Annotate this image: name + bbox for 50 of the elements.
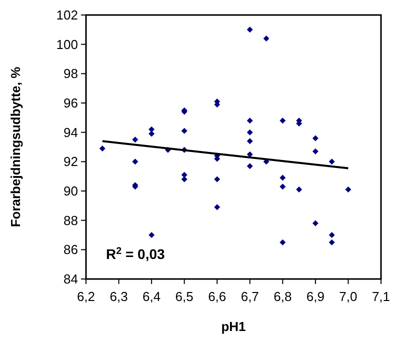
point — [345, 186, 352, 193]
y-tick-label: 92 — [64, 154, 78, 170]
annotation: R$^{2}$ = 0,03 — [106, 246, 165, 262]
point — [280, 118, 286, 124]
x-tick-label: 6,7 — [240, 289, 259, 304]
point — [148, 232, 155, 238]
point — [246, 26, 253, 33]
x-axis-title: pH1 — [221, 319, 246, 334]
point — [280, 184, 286, 190]
point — [328, 232, 335, 238]
x-tick-label: 6,8 — [274, 289, 292, 304]
point — [328, 158, 335, 165]
point — [296, 186, 302, 193]
y-axis-title: Forarbejdningsudbytte, % — [8, 66, 23, 228]
point — [132, 136, 138, 143]
point — [181, 172, 188, 178]
x-tick-label: 7,1 — [372, 289, 390, 304]
y-tick-label: 102 — [56, 8, 78, 23]
point — [263, 35, 270, 42]
point — [312, 220, 318, 226]
y-tick-label: 98 — [64, 66, 78, 82]
x-tick-label: 6,5 — [175, 289, 194, 304]
point — [99, 145, 106, 152]
point — [328, 239, 335, 246]
x-tick-label: 7,0 — [339, 289, 358, 304]
x-tick-label: 6,9 — [306, 289, 324, 304]
point — [148, 126, 155, 132]
point — [246, 138, 253, 144]
y-tick-label: 96 — [64, 96, 78, 111]
x-tick-label: 6,4 — [142, 289, 161, 304]
point — [181, 128, 188, 134]
point — [246, 163, 253, 170]
point — [246, 129, 253, 136]
x-tick-label: 6,2 — [76, 289, 96, 304]
point — [132, 158, 138, 165]
y-tick-label: 94 — [64, 124, 78, 140]
y-tick-label: 86 — [64, 242, 78, 258]
point — [280, 239, 286, 246]
y-tick-label: 84 — [64, 272, 78, 287]
point — [214, 176, 220, 182]
point — [214, 204, 220, 210]
point — [312, 135, 318, 142]
x-tick-label: 6,3 — [110, 289, 128, 304]
y-tick-label: 88 — [64, 212, 78, 228]
point — [312, 148, 318, 154]
y-tick-label: 90 — [64, 184, 78, 199]
point — [280, 174, 286, 181]
x-tick-label: 6,6 — [208, 289, 226, 304]
point — [246, 118, 253, 124]
y-tick-label: 100 — [56, 36, 78, 52]
